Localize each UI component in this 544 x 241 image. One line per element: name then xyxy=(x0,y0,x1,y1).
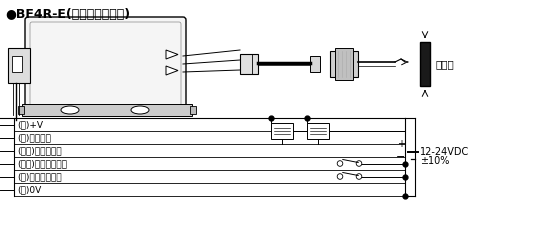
Bar xyxy=(310,56,320,72)
Bar xyxy=(18,106,24,114)
Text: (黒)控制输出: (黒)控制输出 xyxy=(17,133,51,142)
Text: (橙)透光停止输入: (橙)透光停止输入 xyxy=(17,172,61,181)
Text: (褐)+V: (褐)+V xyxy=(17,120,43,129)
Text: −: − xyxy=(395,152,405,162)
Bar xyxy=(307,123,329,140)
Bar xyxy=(335,48,353,80)
FancyBboxPatch shape xyxy=(25,17,186,111)
Text: 检测物: 检测物 xyxy=(436,59,455,69)
Text: ±10%: ±10% xyxy=(420,156,449,166)
Text: +: + xyxy=(397,139,405,149)
Circle shape xyxy=(337,174,343,179)
Bar xyxy=(12,56,22,72)
Text: (粉红)外部同步输入: (粉红)外部同步输入 xyxy=(17,159,67,168)
Text: 12-24VDC: 12-24VDC xyxy=(420,147,469,157)
Circle shape xyxy=(356,161,362,166)
Ellipse shape xyxy=(61,106,79,114)
Bar xyxy=(271,123,293,140)
Bar xyxy=(190,106,196,114)
Bar xyxy=(420,42,430,86)
Bar xyxy=(240,54,258,74)
Polygon shape xyxy=(166,66,178,75)
Circle shape xyxy=(356,174,362,179)
Text: (蓝)0V: (蓝)0V xyxy=(17,185,41,194)
Bar xyxy=(8,48,30,83)
Bar xyxy=(330,51,358,77)
Text: (白色)自诊断输出: (白色)自诊断输出 xyxy=(17,146,61,155)
Bar xyxy=(22,104,192,116)
Polygon shape xyxy=(166,50,178,59)
Circle shape xyxy=(337,161,343,166)
Ellipse shape xyxy=(131,106,149,114)
Text: ●BF4R-E(外部同步输入型): ●BF4R-E(外部同步输入型) xyxy=(5,8,130,21)
